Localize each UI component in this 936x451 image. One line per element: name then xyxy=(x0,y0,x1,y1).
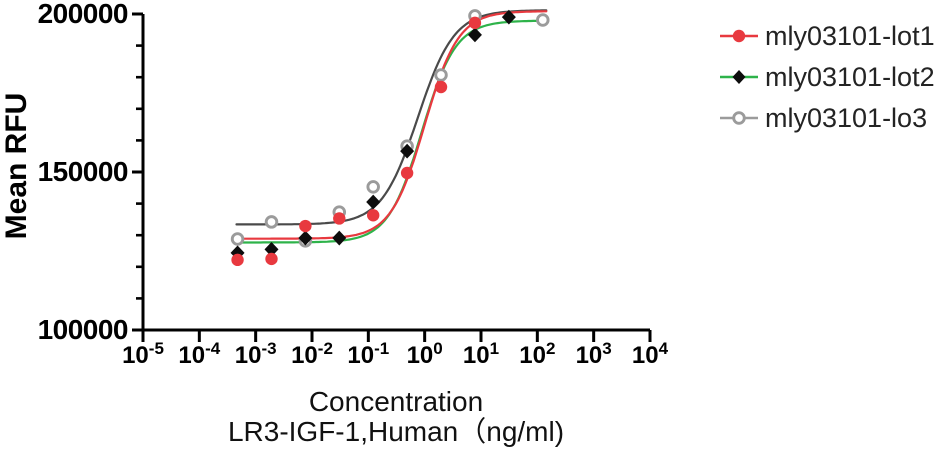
data-point-mly03101-lot2 xyxy=(366,194,381,210)
lot2-marker-icon xyxy=(720,70,758,84)
x-tick-label: 10-2 xyxy=(291,339,333,369)
x-axis-title-line1: Concentration xyxy=(308,386,484,417)
data-point-mly03101-lot2 xyxy=(264,242,279,257)
x-tick-label: 10-4 xyxy=(178,339,221,369)
legend-item-lo3: mly03101-lo3 xyxy=(718,103,935,133)
data-point-mly03101-lot1 xyxy=(333,212,346,225)
x-tick-label: 101 xyxy=(462,339,500,369)
y-tick-label: 150000 xyxy=(37,156,129,187)
x-tick-label: 10-1 xyxy=(347,339,390,369)
data-point-mly03101-lo3 xyxy=(230,232,245,246)
data-point-mly03101-lot1 xyxy=(299,219,312,233)
filled-diamond-icon xyxy=(732,70,746,84)
data-point-mly03101-lot1 xyxy=(366,209,380,222)
legend-item-lot1: mly03101-lot1 xyxy=(718,21,935,51)
x-axis-title-line2: LR3-IGF-1,Human（ng/ml) xyxy=(227,416,565,447)
data-point-mly03101-lot1 xyxy=(400,166,414,180)
y-tick-label: 200000 xyxy=(37,0,129,29)
data-point-mly03101-lot1 xyxy=(468,16,482,30)
x-tick-label: 102 xyxy=(519,339,556,369)
data-point-mly03101-lot1 xyxy=(265,252,278,266)
data-point-mly03101-lot2 xyxy=(230,245,245,261)
legend-item-lot2: mly03101-lot2 xyxy=(718,62,935,92)
data-point-mly03101-lot2 xyxy=(298,230,313,246)
x-tick-label: 10-5 xyxy=(122,339,164,369)
legend-label: mly03101-lot2 xyxy=(765,62,935,92)
data-point-mly03101-lot2 xyxy=(467,27,482,43)
y-axis-title: Mean RFU xyxy=(0,92,33,240)
data-point-mly03101-lo3 xyxy=(366,180,380,194)
lot1-marker-icon xyxy=(720,29,758,43)
legend-label: mly03101-lo3 xyxy=(765,103,928,133)
filled-circle-icon xyxy=(732,29,746,43)
data-point-mly03101-lot1 xyxy=(231,253,244,267)
data-point-mly03101-lot1 xyxy=(434,80,448,94)
legend-label: mly03101-lot1 xyxy=(765,21,935,51)
data-point-mly03101-lot2 xyxy=(332,230,347,246)
legend: mly03101-lot1 mly03101-lot2 mly03101-lo3 xyxy=(718,21,935,133)
x-tick-label: 103 xyxy=(575,339,612,369)
data-point-mly03101-lo3 xyxy=(536,13,550,27)
lo3-marker-icon xyxy=(720,111,758,125)
data-point-mly03101-lot2 xyxy=(501,9,516,25)
x-tick-label: 104 xyxy=(631,339,669,369)
open-circle-icon xyxy=(732,111,746,125)
data-point-mly03101-lo3 xyxy=(264,215,279,229)
data-point-mly03101-lot2 xyxy=(400,143,415,159)
data-point-mly03101-lo3 xyxy=(434,68,448,82)
fit-curve-mly03101-lo3 xyxy=(235,9,548,226)
fit-curve-mly03101-lot1 xyxy=(235,10,548,240)
y-tick-label: 100000 xyxy=(37,314,129,345)
x-tick-label: 10-3 xyxy=(234,339,277,369)
x-tick-label: 100 xyxy=(406,339,443,369)
